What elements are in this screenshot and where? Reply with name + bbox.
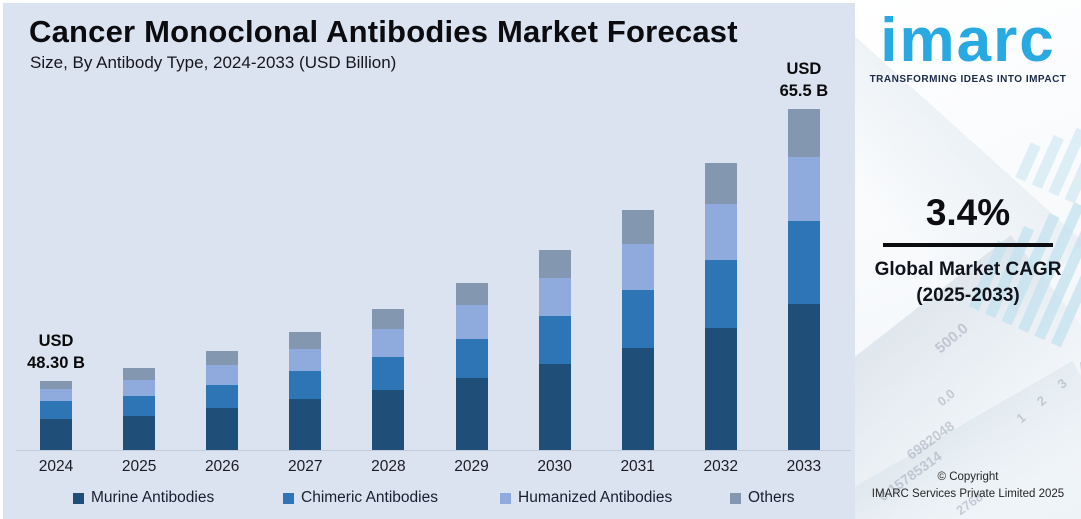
bar-segment-others [704, 163, 737, 204]
x-axis-label-2028: 2028 [371, 458, 406, 475]
imarc-logo-tagline: TRANSFORMING IDEAS INTO IMPACT [869, 74, 1067, 86]
sidebar: 500.0 0.0 1 2 3 4 6982048 0.15785314 276… [855, 0, 1081, 519]
legend-swatch-murine-antibodies [73, 492, 84, 504]
bar-segment-others [123, 368, 156, 380]
chart-subtitle: Size, By Antibody Type, 2024-2033 (USD B… [30, 53, 397, 72]
legend-swatch-chimeric-antibodies [283, 492, 294, 504]
bar-segment-chimeric-antibodies [455, 339, 488, 378]
bar-segment-chimeric-antibodies [621, 290, 654, 348]
legend-swatch-humanized-antibodies [500, 492, 511, 504]
legend-label-humanized-antibodies: Humanized Antibodies [518, 489, 673, 506]
chart-legend: Murine Antibodies Chimeric Antibodies Huma… [0, 489, 855, 513]
legend-item-chimeric-antibodies: Chimeric Antibodies [283, 489, 438, 507]
chart-title: Cancer Monoclonal Antibodies Market Fore… [29, 14, 738, 49]
total-value-label-2033: USD 65.5 B [779, 60, 829, 100]
cagr-label-line1: Global Market CAGR [874, 259, 1062, 280]
bar-segment-others [206, 351, 239, 365]
bar-group-2027 [289, 332, 322, 450]
legend-item-murine-antibodies: Murine Antibodies [73, 489, 214, 507]
legend-item-humanized-antibodies: Humanized Antibodies [500, 489, 672, 507]
watermark-number: 1 2 3 4 [1013, 352, 1081, 427]
bar-segment-chimeric-antibodies [372, 357, 405, 390]
bar-segment-others [289, 332, 322, 349]
cagr-block: 3.4% Global Market CAGR (2025-2033) [855, 192, 1081, 308]
bar-segment-humanized-antibodies [787, 157, 820, 221]
x-axis-label-2030: 2030 [537, 458, 572, 475]
bar-segment-humanized-antibodies [123, 380, 156, 396]
bar-segment-murine-antibodies [538, 364, 571, 450]
x-axis-label-2027: 2027 [288, 458, 323, 475]
bar-segment-murine-antibodies [787, 304, 820, 450]
decorative-mini-bar-chart [1015, 98, 1081, 204]
bar-group-2030 [538, 250, 571, 450]
total-value-label-2024: USD 48.30 B [27, 332, 85, 372]
cagr-divider [883, 243, 1053, 247]
bar-segment-murine-antibodies [704, 328, 737, 450]
bar-segment-chimeric-antibodies [787, 221, 820, 304]
copyright-line2: IMARC Services Private Limited 2025 [871, 487, 1065, 500]
legend-swatch-others [730, 492, 741, 504]
bar-segment-others [40, 381, 72, 389]
bar-group-2026 [206, 351, 239, 450]
bar-segment-humanized-antibodies [621, 244, 654, 290]
bar-segment-humanized-antibodies [455, 305, 488, 339]
copyright: © Copyright IMARC Services Private Limit… [855, 469, 1081, 504]
bar-segment-chimeric-antibodies [40, 401, 72, 419]
bar-group-2033 [787, 109, 820, 450]
bar-segment-humanized-antibodies [289, 349, 322, 371]
bar-segment-murine-antibodies [372, 390, 405, 450]
imarc-logo: imarc TRANSFORMING IDEAS INTO IMPACT [855, 8, 1081, 85]
bar-segment-others [787, 109, 820, 157]
x-axis-label-2026: 2026 [204, 458, 240, 475]
bar-segment-humanized-antibodies [40, 389, 72, 401]
bar-group-2025 [123, 368, 156, 450]
bar-group-2031 [621, 210, 654, 450]
bar-segment-others [538, 250, 571, 278]
bar-segment-others [455, 283, 488, 305]
watermark-number: 500.0 [931, 319, 972, 358]
bar-group-2028 [372, 309, 405, 450]
bar-segment-murine-antibodies [621, 348, 654, 450]
bar-segment-chimeric-antibodies [206, 385, 239, 408]
bar-segment-humanized-antibodies [704, 204, 737, 260]
bar-segment-murine-antibodies [455, 378, 488, 450]
x-axis-label-2025: 2025 [121, 458, 157, 475]
bar-group-2032 [704, 163, 737, 450]
x-axis-label-2029: 2029 [454, 458, 489, 475]
bar-segment-humanized-antibodies [206, 365, 239, 385]
bar-group-2029 [455, 283, 488, 450]
bar-segment-others [621, 210, 654, 244]
bar-segment-murine-antibodies [206, 408, 239, 450]
bar-segment-murine-antibodies [123, 416, 156, 450]
chart-panel: Cancer Monoclonal Antibodies Market Fore… [0, 0, 855, 519]
legend-label-chimeric-antibodies: Chimeric Antibodies [301, 489, 438, 506]
bar-segment-murine-antibodies [40, 419, 72, 450]
bar-segment-humanized-antibodies [538, 278, 571, 316]
imarc-logo-wordmark: imarc [880, 6, 1056, 75]
bar-segment-murine-antibodies [289, 399, 322, 450]
bar-segment-chimeric-antibodies [289, 371, 322, 399]
x-axis-label-2033: 2033 [786, 458, 822, 475]
cagr-value: 3.4% [925, 192, 1011, 233]
legend-label-murine-antibodies: Murine Antibodies [91, 489, 215, 506]
bar-segment-chimeric-antibodies [123, 396, 156, 416]
bar-group-2024 [40, 381, 72, 450]
legend-item-others: Others [730, 489, 795, 507]
copyright-line1: © Copyright [937, 470, 999, 483]
x-axis-label-2024: 2024 [38, 458, 74, 475]
bar-segment-others [372, 309, 405, 329]
cagr-label-line2: (2025-2033) [916, 284, 1020, 306]
stacked-bar-chart: 2024 2025 2026 2027 2028 2029 2030 2031 2032 2033… [16, 60, 851, 475]
bar-segment-chimeric-antibodies [538, 316, 571, 364]
x-axis-line [16, 450, 851, 451]
x-axis-label-2032: 2032 [703, 458, 739, 475]
legend-label-others: Others [748, 489, 795, 506]
x-axis-label-2031: 2031 [620, 458, 655, 475]
bar-segment-chimeric-antibodies [704, 260, 737, 328]
watermark-number: 0.0 [934, 385, 958, 410]
bar-segment-humanized-antibodies [372, 329, 405, 357]
